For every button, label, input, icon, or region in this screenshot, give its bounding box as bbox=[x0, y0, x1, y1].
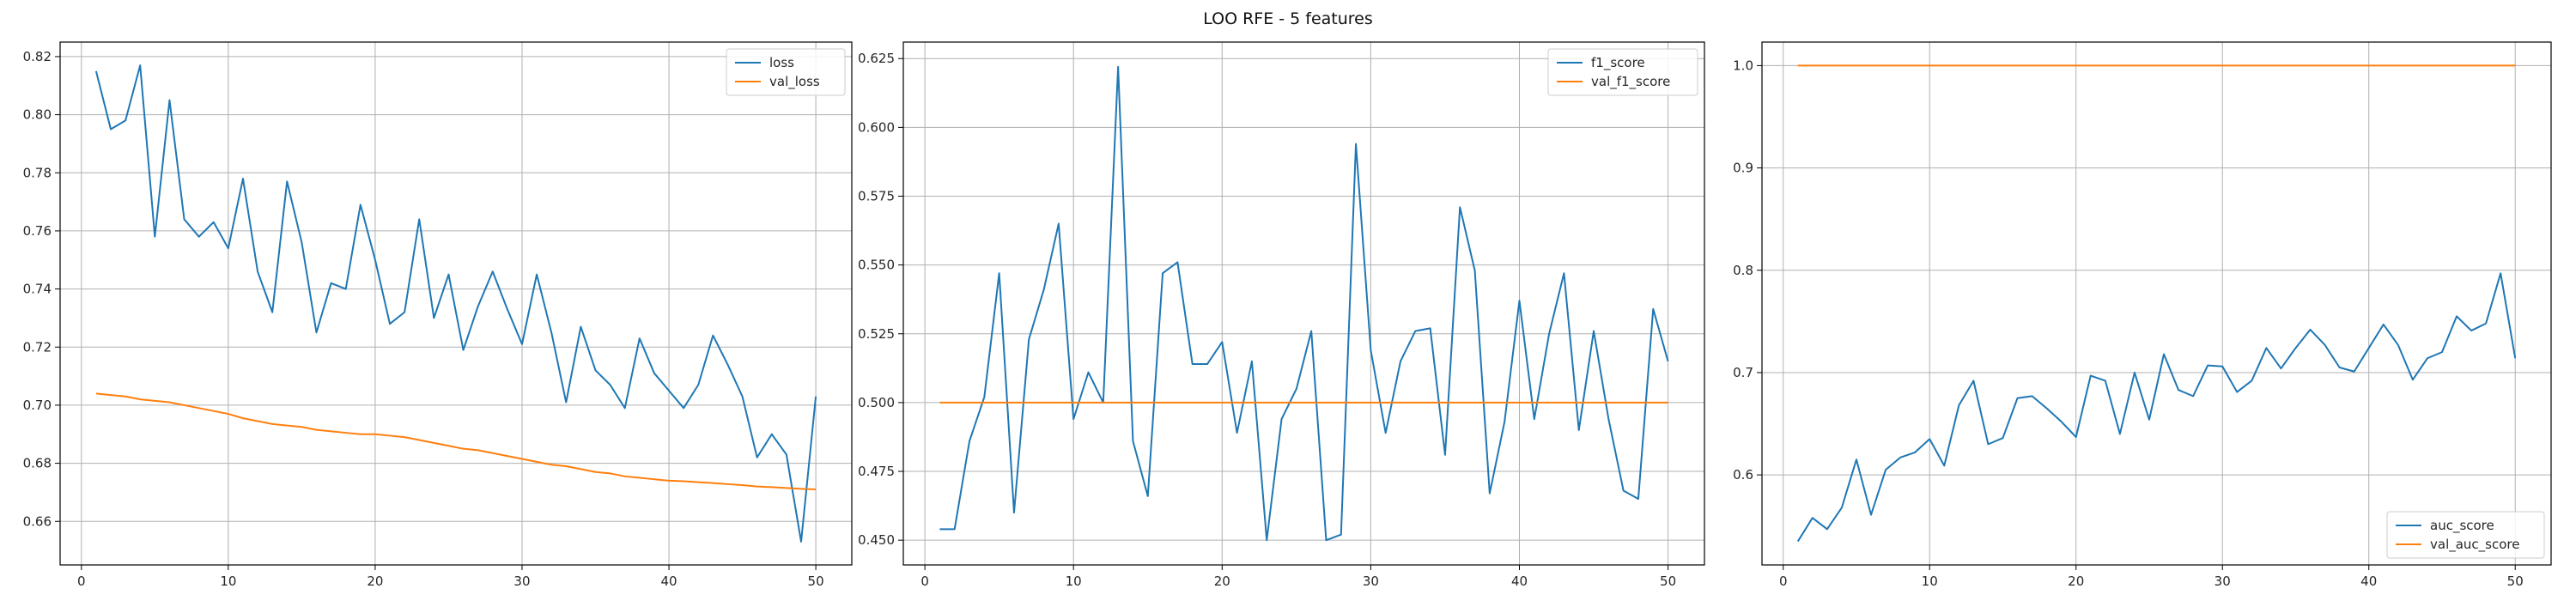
y-tick-label: 0.7 bbox=[1733, 365, 1753, 380]
y-tick-label: 0.82 bbox=[23, 49, 52, 64]
legend-box bbox=[1547, 48, 1698, 96]
x-tick-label: 20 bbox=[2068, 574, 2084, 589]
x-tick-label: 20 bbox=[367, 574, 383, 589]
x-tick-label: 0 bbox=[920, 574, 929, 589]
series-line-auc-score bbox=[1796, 272, 2517, 543]
y-tick-label: 0.70 bbox=[23, 398, 52, 413]
chart-panel-3: 0 10 20 30 40 50 0.6 0.7 0.8 0.9 1.0 auc_score val_a… bbox=[1733, 41, 2552, 589]
chart-panel-2: 0 10 20 30 40 50 0.450 0.475 0.500 0.525 0.550 0.57… bbox=[858, 41, 1705, 589]
x-tick-label: 30 bbox=[513, 574, 530, 589]
x-tick-label: 0 bbox=[77, 574, 86, 589]
legend-label: f1_score bbox=[1591, 55, 1645, 71]
y-tick-label: 0.475 bbox=[858, 464, 895, 479]
y-tick-label: 0.72 bbox=[23, 339, 52, 355]
x-tick-label: 40 bbox=[1511, 574, 1528, 589]
y-tick-label: 0.8 bbox=[1733, 263, 1753, 278]
y-tick-label: 0.450 bbox=[858, 532, 895, 548]
legend-label: val_auc_score bbox=[2430, 537, 2520, 553]
legend-box bbox=[726, 48, 846, 96]
x-tick-label: 40 bbox=[2360, 574, 2377, 589]
y-tick-label: 0.68 bbox=[23, 456, 52, 471]
x-tick-label: 20 bbox=[1214, 574, 1230, 589]
x-tick-label: 50 bbox=[2507, 574, 2524, 589]
chart-panel-1: 0 10 20 30 40 50 0.66 0.68 0.70 0.72 0.74 0.76 0.78 0… bbox=[23, 41, 853, 589]
y-tick-label: 0.74 bbox=[23, 282, 52, 297]
y-tick-label: 0.66 bbox=[23, 513, 52, 529]
y-tick-label: 0.550 bbox=[858, 258, 895, 273]
y-tick-label: 0.500 bbox=[858, 395, 895, 410]
legend: auc_score val_auc_score bbox=[2386, 511, 2545, 559]
x-tick-label: 10 bbox=[1066, 574, 1082, 589]
legend-label: val_f1_score bbox=[1591, 74, 1670, 90]
y-tick-label: 0.6 bbox=[1733, 467, 1753, 483]
x-tick-label: 10 bbox=[220, 574, 236, 589]
legend-label: auc_score bbox=[2430, 518, 2494, 534]
y-tick-label: 0.575 bbox=[858, 188, 895, 203]
legend-box bbox=[2386, 511, 2545, 559]
legend-label: loss bbox=[769, 55, 794, 70]
y-tick-label: 0.80 bbox=[23, 107, 52, 123]
axes-frame bbox=[902, 41, 1705, 566]
axes-frame bbox=[59, 41, 853, 566]
charts-container: 0 10 20 30 40 500.660.680.700.720.740.760.780… bbox=[23, 41, 2552, 589]
legend: f1_score val_f1_score bbox=[1547, 48, 1698, 96]
y-tick-label: 0.9 bbox=[1733, 161, 1753, 176]
x-tick-label: 0 bbox=[1779, 574, 1788, 589]
x-tick-label: 10 bbox=[1922, 574, 1938, 589]
figure-title: LOO RFE - 5 features bbox=[1203, 9, 1373, 28]
legend: loss val_loss bbox=[726, 48, 846, 96]
y-tick-label: 0.525 bbox=[858, 326, 895, 342]
x-tick-label: 50 bbox=[1660, 574, 1676, 589]
x-tick-label: 40 bbox=[660, 574, 677, 589]
y-tick-label: 0.78 bbox=[23, 165, 52, 180]
axes-frame bbox=[1761, 41, 2552, 566]
series-line-loss bbox=[94, 64, 817, 543]
x-tick-label: 30 bbox=[2215, 574, 2231, 589]
y-tick-label: 1.0 bbox=[1733, 58, 1753, 73]
legend-label: val_loss bbox=[769, 74, 820, 90]
x-tick-label: 30 bbox=[1363, 574, 1379, 589]
series-line-f1-score bbox=[939, 65, 1669, 542]
y-tick-label: 0.76 bbox=[23, 223, 52, 239]
series-line-val-loss bbox=[95, 392, 817, 491]
y-tick-label: 0.625 bbox=[858, 51, 895, 66]
x-tick-label: 50 bbox=[808, 574, 824, 589]
y-tick-label: 0.600 bbox=[858, 119, 895, 135]
